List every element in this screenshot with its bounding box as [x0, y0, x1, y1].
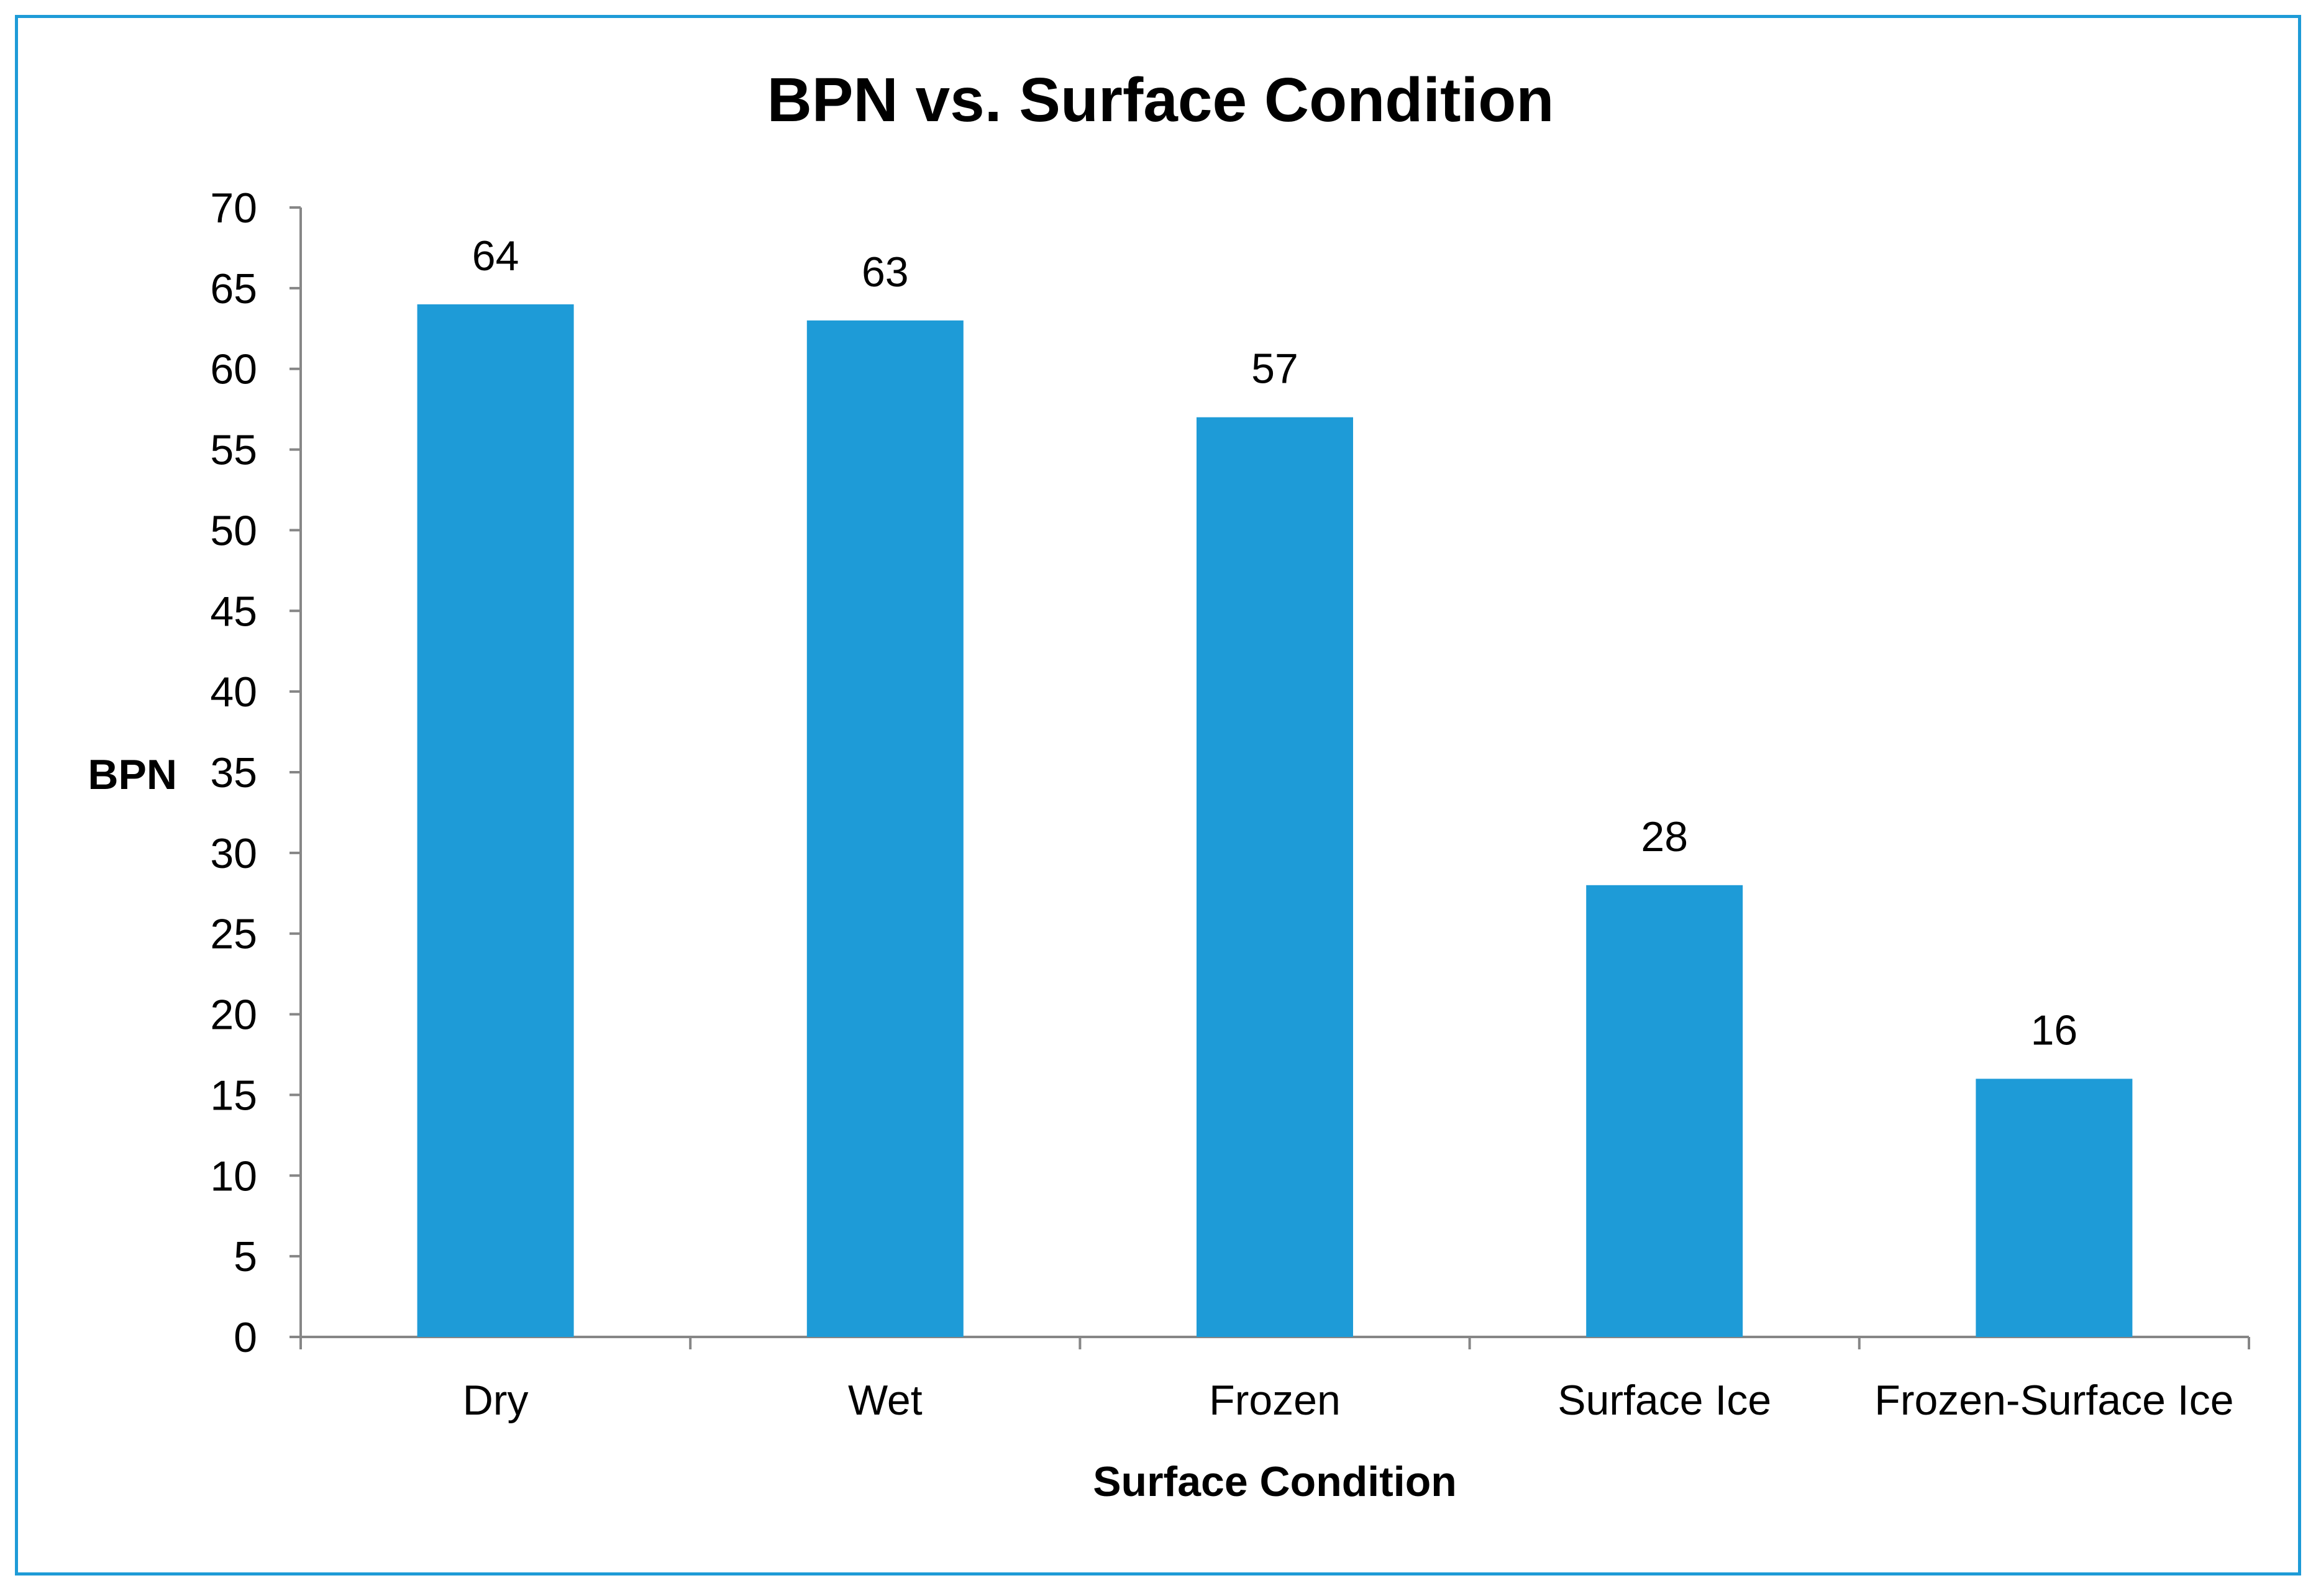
bars [417, 304, 2133, 1337]
y-tick-label: 55 [210, 427, 257, 474]
y-tick-label: 65 [210, 265, 257, 312]
data-label: 63 [862, 249, 909, 296]
y-tick-label: 45 [210, 588, 257, 635]
data-label: 16 [2031, 1006, 2078, 1054]
y-tick-label: 5 [234, 1233, 257, 1280]
bar [1586, 885, 1743, 1337]
y-tick-label: 40 [210, 668, 257, 716]
y-tick-label: 10 [210, 1152, 257, 1200]
chart-title: BPN vs. Surface Condition [767, 65, 1554, 135]
y-tick-label: 20 [210, 992, 257, 1039]
x-axis-title: Surface Condition [1093, 1458, 1457, 1505]
y-axis-title: BPN [88, 751, 177, 798]
bar [806, 320, 964, 1337]
y-axis: 0 5 10 15 20 25 30 35 40 45 50 55 60 65 70 [210, 185, 302, 1361]
y-tick-label: 50 [210, 507, 257, 554]
data-label: 57 [1251, 345, 1298, 393]
x-tick-label: Surface Ice [1557, 1377, 1771, 1424]
x-tick-label: Wet [848, 1377, 923, 1424]
chart-frame [15, 15, 2301, 1575]
y-tick-label: 60 [210, 346, 257, 393]
bar [417, 304, 574, 1337]
x-tick-label: Frozen [1209, 1377, 1341, 1424]
y-tick-label: 0 [234, 1314, 257, 1361]
x-axis: Dry Wet Frozen Surface Ice Frozen-Surface Ic… [299, 1336, 2250, 1424]
bar [1197, 417, 1353, 1337]
x-tick-label: Dry [463, 1377, 529, 1424]
data-label: 28 [1641, 813, 1688, 860]
data-labels: 64 63 57 28 16 [472, 232, 2077, 1054]
data-label: 64 [472, 232, 519, 280]
y-tick-label: 25 [210, 911, 257, 958]
bar [1976, 1078, 2133, 1337]
y-tick-label: 15 [210, 1072, 257, 1119]
y-tick-label: 30 [210, 830, 257, 877]
y-tick-label: 70 [210, 185, 257, 232]
x-tick-label: Frozen-Surface Ice [1874, 1377, 2233, 1424]
y-tick-label: 35 [210, 749, 257, 796]
